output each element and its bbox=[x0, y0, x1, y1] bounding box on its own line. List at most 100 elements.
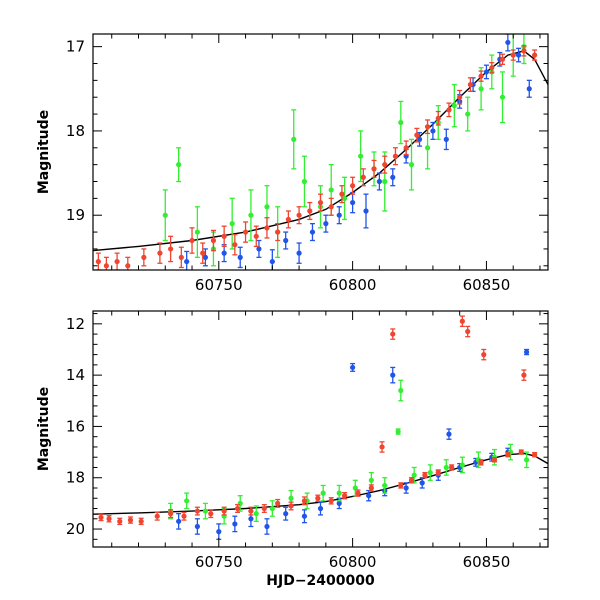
data-point bbox=[141, 254, 147, 260]
data-point bbox=[208, 511, 214, 517]
data-point bbox=[320, 490, 326, 496]
data-point bbox=[505, 452, 511, 458]
data-point bbox=[430, 128, 436, 134]
data-point bbox=[368, 477, 374, 483]
data-point bbox=[390, 331, 396, 337]
data-point bbox=[275, 229, 281, 235]
data-point bbox=[532, 452, 538, 458]
data-point bbox=[467, 81, 473, 88]
data-point bbox=[478, 86, 484, 92]
data-point bbox=[288, 495, 294, 501]
data-point bbox=[355, 490, 361, 496]
data-point bbox=[178, 254, 184, 260]
y-tick-label: 16 bbox=[66, 417, 85, 435]
data-point bbox=[427, 470, 433, 476]
data-point bbox=[382, 482, 388, 489]
data-point bbox=[154, 513, 160, 519]
x-tick-label: 60800 bbox=[329, 276, 377, 294]
data-point bbox=[315, 495, 321, 501]
data-point bbox=[202, 254, 209, 260]
data-point bbox=[395, 428, 401, 435]
data-point bbox=[248, 508, 254, 514]
data-point bbox=[523, 457, 530, 463]
x-tick-label: 60750 bbox=[195, 276, 243, 294]
series-1 bbox=[168, 379, 530, 525]
data-point bbox=[162, 212, 168, 218]
y-tick-label: 18 bbox=[66, 469, 85, 487]
data-point bbox=[269, 505, 275, 512]
data-point bbox=[419, 480, 425, 486]
y-axis-label: Magnitude bbox=[36, 387, 52, 471]
data-point bbox=[403, 145, 409, 151]
data-point bbox=[317, 199, 324, 206]
data-point bbox=[416, 136, 423, 142]
data-point bbox=[414, 132, 420, 138]
data-point bbox=[328, 187, 334, 193]
data-point bbox=[459, 462, 465, 468]
data-point bbox=[106, 516, 112, 522]
data-point bbox=[242, 229, 249, 235]
data-point bbox=[499, 94, 506, 100]
data-point bbox=[451, 103, 457, 109]
data-point bbox=[234, 505, 241, 512]
data-point bbox=[521, 372, 527, 378]
data-point bbox=[457, 94, 463, 100]
data-point bbox=[411, 472, 417, 478]
data-point bbox=[443, 464, 449, 471]
data-point bbox=[435, 115, 441, 121]
series-0 bbox=[176, 348, 530, 540]
x-axis-label: HJD−2400000 bbox=[266, 573, 375, 589]
data-point bbox=[285, 216, 291, 223]
data-point bbox=[382, 178, 388, 185]
data-point bbox=[368, 485, 374, 491]
data-point bbox=[296, 212, 302, 218]
data-point bbox=[350, 199, 356, 206]
data-point bbox=[237, 254, 243, 260]
data-point bbox=[435, 470, 441, 476]
data-point bbox=[264, 225, 270, 231]
data-point bbox=[499, 56, 506, 62]
data-point bbox=[446, 107, 452, 113]
data-point bbox=[194, 523, 200, 530]
data-point bbox=[291, 136, 297, 142]
series-0 bbox=[184, 34, 532, 270]
data-point bbox=[221, 508, 227, 514]
data-point bbox=[283, 511, 289, 517]
data-point bbox=[398, 119, 404, 126]
data-point bbox=[253, 511, 259, 517]
data-point bbox=[216, 529, 222, 535]
data-point bbox=[358, 153, 364, 159]
y-tick-label: 12 bbox=[66, 315, 85, 333]
data-point bbox=[350, 183, 356, 189]
data-point bbox=[194, 229, 200, 235]
data-point bbox=[459, 318, 465, 324]
data-point bbox=[168, 511, 174, 517]
data-point bbox=[379, 444, 385, 450]
series-2 bbox=[98, 315, 538, 526]
series-2 bbox=[95, 45, 538, 270]
data-point bbox=[288, 503, 294, 509]
data-point bbox=[176, 518, 182, 524]
data-point bbox=[323, 221, 329, 227]
axes-frame bbox=[92, 33, 549, 271]
data-point bbox=[176, 162, 182, 168]
data-point bbox=[328, 498, 334, 504]
data-point bbox=[181, 513, 187, 519]
data-point bbox=[352, 485, 358, 491]
data-point bbox=[392, 153, 399, 159]
data-point bbox=[408, 162, 415, 168]
data-point bbox=[248, 212, 254, 218]
data-point bbox=[184, 258, 190, 265]
model-curve bbox=[93, 452, 548, 515]
data-point bbox=[403, 485, 409, 491]
y-tick-label: 14 bbox=[66, 366, 85, 384]
data-point bbox=[422, 472, 428, 478]
data-point bbox=[296, 250, 302, 256]
data-point bbox=[194, 508, 200, 514]
data-point bbox=[336, 212, 342, 218]
data-point bbox=[478, 459, 484, 465]
data-point bbox=[341, 493, 348, 499]
data-point bbox=[336, 500, 342, 506]
data-point bbox=[510, 52, 516, 58]
